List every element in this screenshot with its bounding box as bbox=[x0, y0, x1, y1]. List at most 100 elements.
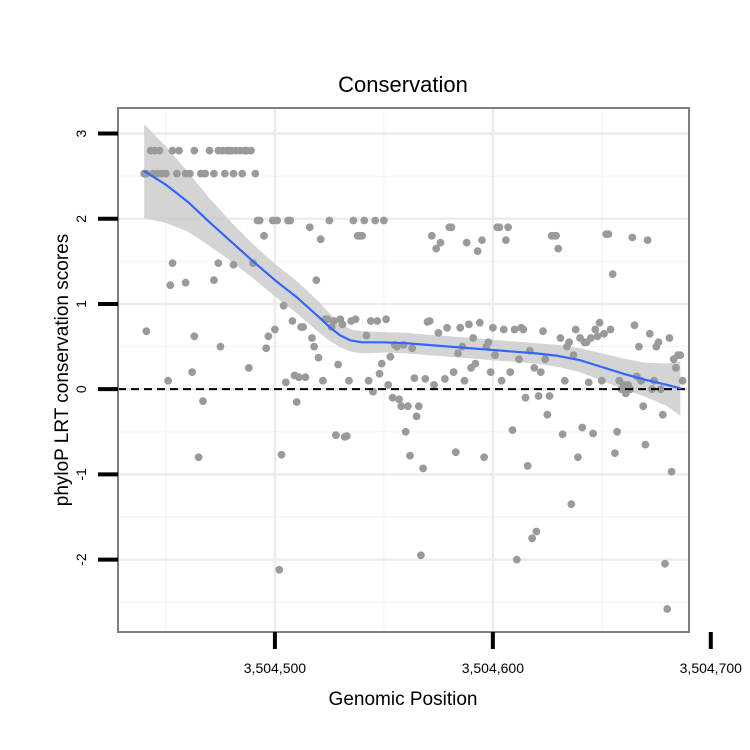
data-point bbox=[661, 559, 669, 568]
loess-smooth-line bbox=[143, 170, 682, 390]
data-point bbox=[249, 259, 257, 267]
data-point bbox=[430, 381, 438, 389]
data-point bbox=[656, 385, 665, 394]
data-point bbox=[593, 332, 602, 341]
x-tick-label: 3,504,500 bbox=[244, 660, 306, 676]
data-point bbox=[499, 325, 508, 334]
confidence-ribbon bbox=[144, 124, 681, 416]
data-point bbox=[210, 276, 218, 284]
data-point bbox=[539, 327, 547, 336]
data-point bbox=[425, 317, 434, 325]
data-point bbox=[175, 146, 183, 155]
data-point bbox=[277, 450, 286, 459]
data-point bbox=[667, 467, 676, 476]
data-point bbox=[456, 323, 465, 332]
data-point bbox=[643, 236, 652, 245]
data-point bbox=[497, 376, 506, 385]
data-point bbox=[325, 216, 334, 225]
data-point bbox=[188, 368, 197, 376]
data-point bbox=[319, 376, 327, 385]
data-point bbox=[190, 146, 199, 155]
data-point bbox=[273, 216, 281, 225]
data-point bbox=[532, 527, 541, 536]
data-point bbox=[515, 355, 523, 364]
data-point bbox=[382, 315, 390, 324]
data-point bbox=[216, 342, 225, 351]
data-point bbox=[578, 423, 587, 432]
data-point bbox=[406, 451, 414, 460]
chart-title: Conservation bbox=[338, 72, 468, 97]
data-point bbox=[408, 344, 417, 353]
data-point bbox=[334, 360, 342, 369]
data-point bbox=[628, 233, 637, 242]
data-point bbox=[454, 349, 462, 358]
data-point bbox=[630, 321, 639, 330]
y-tick-label: -2 bbox=[73, 553, 89, 566]
data-point bbox=[478, 236, 486, 245]
data-point bbox=[554, 244, 563, 253]
data-point bbox=[451, 448, 460, 457]
data-point bbox=[506, 368, 515, 376]
data-point bbox=[210, 169, 218, 178]
data-point bbox=[519, 325, 528, 334]
data-point bbox=[611, 449, 619, 457]
data-point bbox=[571, 325, 580, 334]
data-point bbox=[386, 352, 395, 361]
data-point bbox=[314, 353, 323, 362]
data-point bbox=[523, 462, 532, 470]
data-point bbox=[567, 500, 576, 509]
data-point bbox=[271, 325, 279, 334]
data-point bbox=[663, 605, 672, 613]
data-point bbox=[613, 427, 621, 436]
data-point bbox=[264, 332, 273, 341]
data-point bbox=[358, 231, 366, 240]
data-point bbox=[332, 431, 340, 440]
data-point bbox=[484, 338, 493, 347]
data-point bbox=[279, 301, 288, 310]
data-point bbox=[489, 323, 497, 332]
data-point bbox=[469, 334, 478, 342]
data-point bbox=[595, 318, 604, 327]
data-point bbox=[421, 375, 430, 383]
data-point bbox=[672, 364, 680, 372]
data-point bbox=[635, 342, 643, 351]
data-point bbox=[658, 410, 667, 419]
data-point bbox=[380, 216, 388, 225]
data-point bbox=[597, 376, 606, 385]
data-point bbox=[155, 146, 164, 155]
data-point bbox=[308, 334, 316, 342]
data-point bbox=[190, 332, 199, 341]
data-point bbox=[462, 238, 471, 247]
data-point bbox=[545, 392, 554, 400]
data-point bbox=[534, 392, 543, 400]
data-point bbox=[388, 393, 397, 402]
x-tick-label: 3,504,700 bbox=[680, 660, 742, 676]
data-point bbox=[205, 146, 214, 155]
data-point bbox=[654, 338, 663, 347]
data-point bbox=[560, 376, 569, 385]
data-point bbox=[262, 344, 271, 353]
data-point bbox=[371, 216, 380, 225]
data-point bbox=[275, 565, 284, 574]
data-point bbox=[214, 259, 223, 267]
data-point bbox=[351, 315, 360, 324]
data-point bbox=[510, 325, 519, 334]
data-point bbox=[229, 260, 238, 269]
data-point bbox=[181, 278, 190, 287]
data-point bbox=[574, 453, 582, 462]
data-point bbox=[166, 281, 175, 290]
data-point bbox=[521, 393, 530, 402]
data-point bbox=[591, 325, 600, 334]
data-point bbox=[491, 351, 499, 359]
data-point bbox=[639, 402, 648, 411]
data-point bbox=[251, 169, 260, 178]
data-point bbox=[427, 231, 436, 240]
data-point bbox=[199, 397, 207, 405]
data-point bbox=[164, 376, 173, 385]
data-point bbox=[417, 551, 425, 560]
confidence-ribbon-layer bbox=[144, 124, 681, 416]
data-point bbox=[604, 230, 613, 239]
data-point bbox=[434, 329, 443, 337]
data-point bbox=[465, 320, 473, 329]
data-point bbox=[432, 244, 441, 253]
